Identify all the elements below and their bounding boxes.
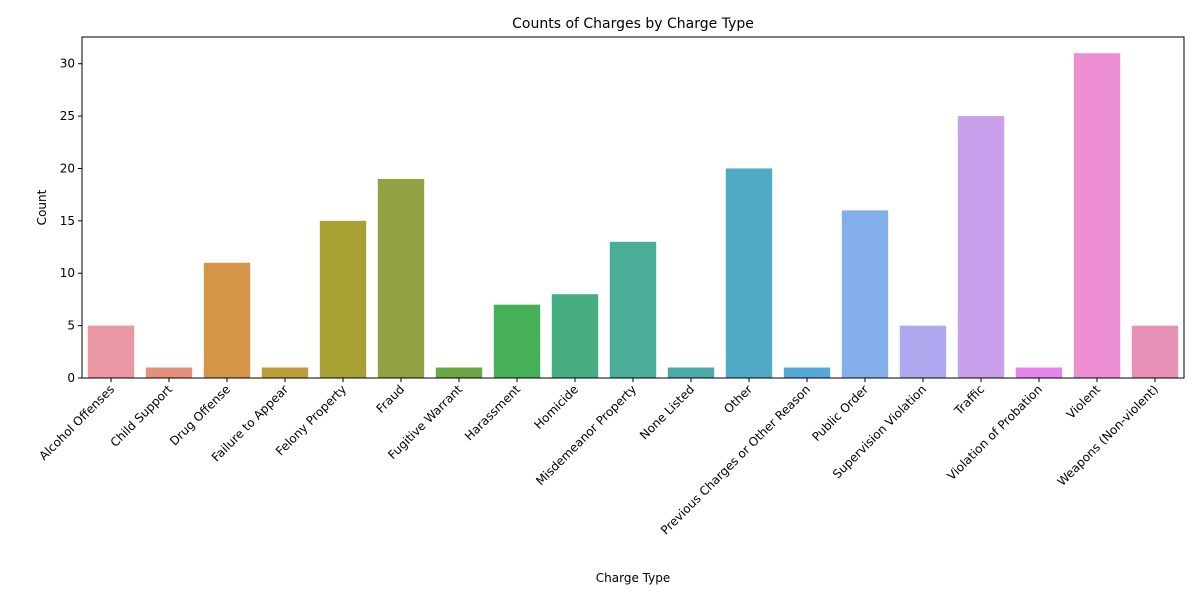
- x-tick-label: Alcohol Offenses: [36, 382, 117, 463]
- y-tick-label: 30: [60, 57, 75, 71]
- x-tick-label: Traffic: [951, 382, 987, 418]
- x-tick-label: None Listed: [637, 382, 697, 442]
- y-tick-label: 25: [60, 109, 75, 123]
- bars-layer: [88, 53, 1178, 378]
- bar-failure-to-appear: [262, 368, 308, 378]
- x-tick-label: Homicide: [531, 382, 581, 432]
- x-tick-label: Public Order: [809, 382, 871, 444]
- x-tick-label: Child Support: [108, 382, 176, 450]
- bar-fraud: [378, 179, 424, 378]
- x-tick-label: Supervision Violation: [830, 382, 929, 481]
- y-tick-label: 15: [60, 214, 75, 228]
- x-tick-label: Weapons (Non-violent): [1055, 382, 1162, 489]
- bar-fugitive-warrant: [436, 368, 482, 378]
- y-tick-label: 5: [67, 319, 75, 333]
- bar-child-support: [146, 368, 192, 378]
- bar-alcohol-offenses: [88, 326, 134, 378]
- x-tick-label: Violent: [1064, 382, 1104, 422]
- bar-other: [726, 168, 772, 378]
- y-tick-label: 20: [60, 161, 75, 175]
- y-tick-label: 10: [60, 266, 75, 280]
- bar-none-listed: [668, 368, 714, 378]
- bar-drug-offense: [204, 263, 250, 378]
- bar-previous-charges-or-other-reason: [784, 368, 830, 378]
- y-axis: 0 5 10 15 20 25 30: [60, 57, 82, 385]
- bar-misdemeanor-property: [610, 242, 656, 378]
- x-tick-label: Drug Offense: [167, 382, 233, 448]
- bar-supervision-violation: [900, 326, 946, 378]
- bar-harassment: [494, 305, 540, 378]
- x-axis-title: Charge Type: [596, 571, 670, 585]
- chart-title: Counts of Charges by Charge Type: [512, 16, 754, 32]
- bar-homicide: [552, 294, 598, 378]
- bar-violent: [1074, 53, 1120, 378]
- x-tick-label: Harassment: [462, 382, 523, 443]
- bar-violation-of-probation: [1016, 368, 1062, 378]
- y-axis-title: Count: [35, 189, 49, 225]
- x-tick-label: Fraud: [374, 382, 408, 416]
- bar-weapons-non-violent: [1132, 326, 1178, 378]
- x-tick-label: Misdemeanor Property: [533, 382, 639, 488]
- x-tick-label: Violation of Probation: [944, 382, 1045, 483]
- bar-felony-property: [320, 221, 366, 378]
- bar-traffic: [958, 116, 1004, 378]
- bar-public-order: [842, 210, 888, 378]
- x-tick-label: Other: [721, 382, 755, 416]
- y-tick-label: 0: [67, 371, 75, 385]
